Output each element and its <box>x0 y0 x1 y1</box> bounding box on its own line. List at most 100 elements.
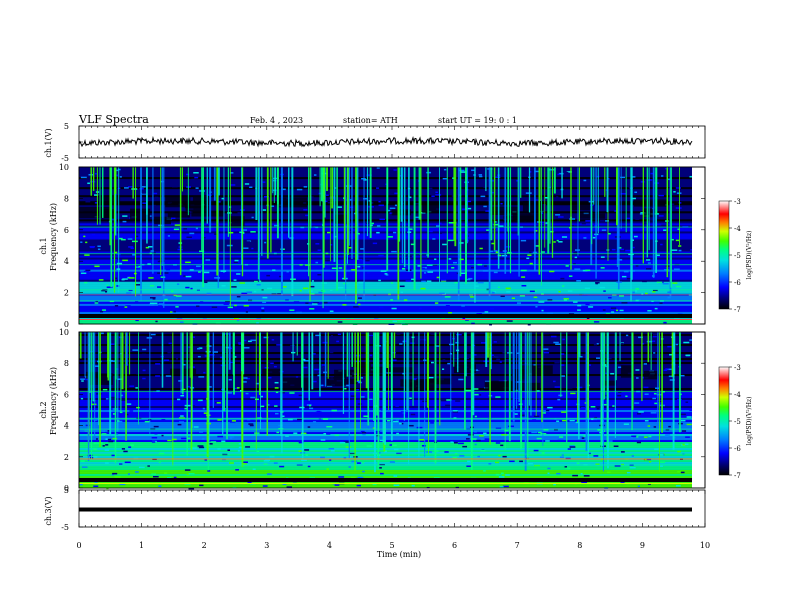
spectrogram-speckle <box>261 307 265 309</box>
spectrogram-band <box>79 189 692 192</box>
spectrogram-speckle <box>567 448 571 450</box>
spectrogram-speckle <box>355 339 358 341</box>
spectrogram-speckle <box>454 442 458 444</box>
spectrogram-band <box>79 201 692 204</box>
spectrogram-speckle <box>217 435 224 438</box>
spectrogram-speckle <box>316 390 320 392</box>
spectrogram-speckle <box>554 386 560 388</box>
spectrogram-speckle <box>614 465 621 467</box>
spectrogram-speckle <box>282 415 285 418</box>
spectrogram-speckle <box>318 417 322 420</box>
spectrogram-speckle <box>383 449 388 452</box>
spectrogram-speckle <box>474 393 479 396</box>
spectrogram-speckle <box>632 246 635 249</box>
spectrogram-speckle <box>320 355 324 358</box>
spectrogram-speckle <box>558 216 564 218</box>
spectrogram-band <box>79 243 692 246</box>
spectrogram-speckle <box>421 280 426 283</box>
spectrogram-speckle <box>149 284 155 287</box>
spectrogram-speckle <box>427 230 433 233</box>
spectrogram-band <box>79 267 692 270</box>
ch2-colorbar-tick-label: -4 <box>734 391 741 399</box>
spectrogram-spheric <box>376 332 378 416</box>
spectrogram-speckle <box>309 227 316 230</box>
spectrogram-speckle <box>652 291 656 293</box>
spectrogram-speckle <box>285 435 289 437</box>
spectrogram-band <box>79 211 692 214</box>
spectrogram-spheric <box>679 167 680 246</box>
spectrogram-speckle <box>452 456 458 459</box>
spectrogram-speckle <box>136 372 139 375</box>
spectrogram-speckle <box>558 241 563 243</box>
spectrogram-speckle <box>175 306 179 308</box>
spectrogram-speckle <box>193 184 199 186</box>
spectrogram-speckle <box>494 461 500 464</box>
spectrogram-spheric <box>657 332 659 424</box>
spectrogram-speckle <box>110 396 115 399</box>
spectrogram-speckle <box>124 461 131 464</box>
spectrogram-band <box>79 456 692 459</box>
spectrogram-speckle <box>471 169 475 172</box>
spectrogram-speckle <box>559 456 565 459</box>
spectrogram-speckle <box>91 403 97 406</box>
spectrogram-speckle <box>85 367 88 369</box>
x-tick-label: 2 <box>202 541 207 550</box>
spectrogram-speckle <box>336 206 342 208</box>
spectrogram-spheric <box>528 167 531 213</box>
spectrogram-speckle <box>678 228 684 230</box>
spectrogram-speckle <box>245 311 249 313</box>
spectrogram-speckle <box>184 274 188 276</box>
spectrogram-speckle <box>540 212 544 214</box>
spectrogram-dark-patch <box>99 209 116 219</box>
spectrogram-speckle <box>560 277 565 280</box>
spectrogram-speckle <box>410 413 416 416</box>
spectrogram-speckle <box>494 355 500 357</box>
spectrogram-speckle <box>461 305 465 307</box>
spectrogram-speckle <box>387 209 391 212</box>
spectrogram-speckle <box>379 439 384 442</box>
spectrogram-speckle <box>276 431 280 434</box>
spectrogram-speckle <box>337 333 342 336</box>
spectrogram-spheric <box>650 332 652 370</box>
spectrogram-border <box>78 166 706 325</box>
spectrogram-speckle <box>293 300 300 303</box>
spectrogram-speckle <box>679 354 685 357</box>
spectrogram-speckle <box>128 246 134 248</box>
spectrogram-speckle <box>520 269 527 272</box>
spectrogram-spheric <box>348 332 350 459</box>
spectrogram-speckle <box>552 355 556 357</box>
spectrogram-speckle <box>243 347 250 349</box>
spectrogram-spheric <box>98 332 99 426</box>
ch2-frequency-ytick-label: 0 <box>64 484 69 493</box>
spectrogram-band <box>79 476 692 479</box>
spectrogram-speckle <box>244 183 250 185</box>
spectrogram-spheric <box>427 167 429 258</box>
spectrogram-speckle <box>372 242 378 245</box>
spectrogram-speckle <box>556 239 559 242</box>
spectrogram-speckle <box>267 376 272 379</box>
spectrogram-speckle <box>378 200 381 203</box>
spectrogram-speckle <box>286 270 289 273</box>
spectrogram-spheric <box>307 167 309 277</box>
spectrogram-speckle <box>339 441 346 444</box>
spectrogram-speckle <box>444 393 448 396</box>
spectrogram-speckle <box>581 407 585 409</box>
spectrogram-speckle <box>326 433 331 435</box>
spectrogram-speckle <box>434 302 439 304</box>
spectrogram-speckle <box>579 356 583 358</box>
spectrogram-spheric <box>507 167 509 252</box>
spectrogram-speckle <box>197 399 202 402</box>
spectrogram-speckle <box>241 292 248 295</box>
spectrogram-speckle <box>538 301 545 303</box>
spectrogram-speckle <box>380 270 387 272</box>
spectrogram-speckle <box>574 256 578 259</box>
spectrogram-speckle <box>356 484 361 487</box>
spectrogram-line <box>79 464 692 466</box>
spectrogram-speckle <box>605 220 609 222</box>
spectrogram-speckle <box>264 459 271 462</box>
spectrogram-spheric <box>351 167 353 259</box>
spectrogram-speckle <box>241 229 248 231</box>
spectrogram-speckle <box>145 246 150 249</box>
spectrogram-speckle <box>474 415 477 418</box>
spectrogram-dark-patch <box>429 378 452 385</box>
